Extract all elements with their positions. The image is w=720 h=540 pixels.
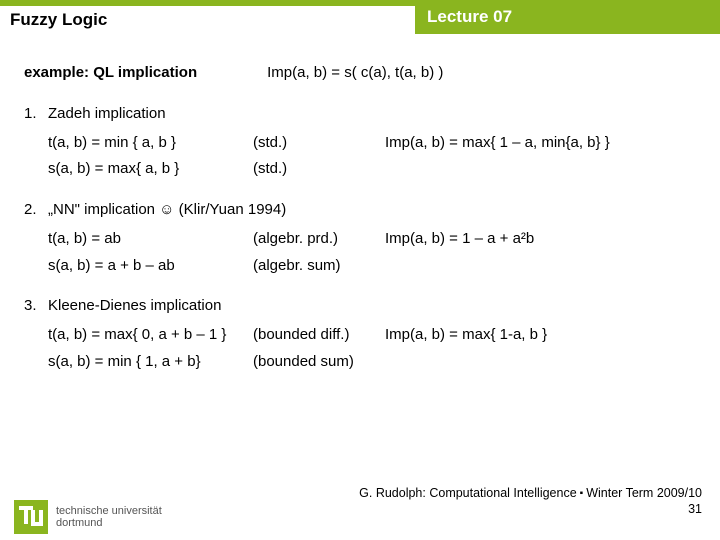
item-2-imp: Imp(a, b) = 1 – a + a²b bbox=[385, 230, 696, 249]
item-3-name: Kleene-Dienes implication bbox=[48, 297, 221, 316]
item-2-s-row: s(a, b) = a + b – ab (algebr. sum) bbox=[48, 257, 696, 276]
item-3-heading: 3. Kleene-Dienes implication bbox=[24, 297, 696, 316]
item-3-s-note: (bounded sum) bbox=[253, 353, 385, 372]
university-name: technische universität dortmund bbox=[56, 505, 162, 529]
tu-logo-icon bbox=[14, 500, 48, 534]
item-1-s-note: (std.) bbox=[253, 160, 385, 179]
item-2-t-note: (algebr. prd.) bbox=[253, 230, 385, 249]
item-3-t-row: t(a, b) = max{ 0, a + b – 1 } (bounded d… bbox=[48, 326, 696, 345]
item-3-num: 3. bbox=[24, 297, 48, 316]
slide-content: example: QL implication Imp(a, b) = s( c… bbox=[0, 34, 720, 372]
item-1-s: s(a, b) = max{ a, b } bbox=[48, 160, 253, 179]
header-bar: Fuzzy Logic Lecture 07 bbox=[0, 0, 720, 34]
item-2-name: „NN" implication ☺ (Klir/Yuan 1994) bbox=[48, 201, 286, 220]
item-1-t-row: t(a, b) = min { a, b } (std.) Imp(a, b) … bbox=[48, 134, 696, 153]
item-1-s-row: s(a, b) = max{ a, b } (std.) bbox=[48, 160, 696, 179]
item-1-t-note: (std.) bbox=[253, 134, 385, 153]
item-3-t: t(a, b) = max{ 0, a + b – 1 } bbox=[48, 326, 253, 345]
page-number: 31 bbox=[688, 502, 702, 516]
uni-line2: dortmund bbox=[56, 517, 162, 529]
item-1-heading: 1. Zadeh implication bbox=[24, 105, 696, 124]
item-3-imp: Imp(a, b) = max{ 1-a, b } bbox=[385, 326, 696, 345]
university-logo: technische universität dortmund bbox=[14, 500, 162, 534]
lecture-number: Lecture 07 bbox=[415, 0, 720, 34]
item-1-imp: Imp(a, b) = max{ 1 – a, min{a, b} } bbox=[385, 134, 696, 153]
item-1-num: 1. bbox=[24, 105, 48, 124]
item-2-s: s(a, b) = a + b – ab bbox=[48, 257, 253, 276]
footer-credit: G. Rudolph: Computational Intelligence▪W… bbox=[359, 486, 702, 500]
footer: G. Rudolph: Computational Intelligence▪W… bbox=[0, 486, 720, 540]
item-2-heading: 2. „NN" implication ☺ (Klir/Yuan 1994) bbox=[24, 201, 696, 220]
credit-term: Winter Term 2009/10 bbox=[586, 486, 702, 500]
item-3-s-row: s(a, b) = min { 1, a + b} (bounded sum) bbox=[48, 353, 696, 372]
example-title: example: QL implication bbox=[24, 64, 197, 83]
item-3-s: s(a, b) = min { 1, a + b} bbox=[48, 353, 253, 372]
item-2-num: 2. bbox=[24, 201, 48, 220]
item-2-t: t(a, b) = ab bbox=[48, 230, 253, 249]
credit-author: G. Rudolph: Computational Intelligence bbox=[359, 486, 577, 500]
item-2-t-row: t(a, b) = ab (algebr. prd.) Imp(a, b) = … bbox=[48, 230, 696, 249]
item-1-t: t(a, b) = min { a, b } bbox=[48, 134, 253, 153]
item-3-t-note: (bounded diff.) bbox=[253, 326, 385, 345]
uni-line1: technische universität bbox=[56, 505, 162, 517]
slide-topic: Fuzzy Logic bbox=[0, 0, 415, 34]
separator-dot: ▪ bbox=[577, 488, 587, 499]
item-2-s-note: (algebr. sum) bbox=[253, 257, 385, 276]
example-formula: Imp(a, b) = s( c(a), t(a, b) ) bbox=[267, 64, 443, 83]
item-1-name: Zadeh implication bbox=[48, 105, 166, 124]
